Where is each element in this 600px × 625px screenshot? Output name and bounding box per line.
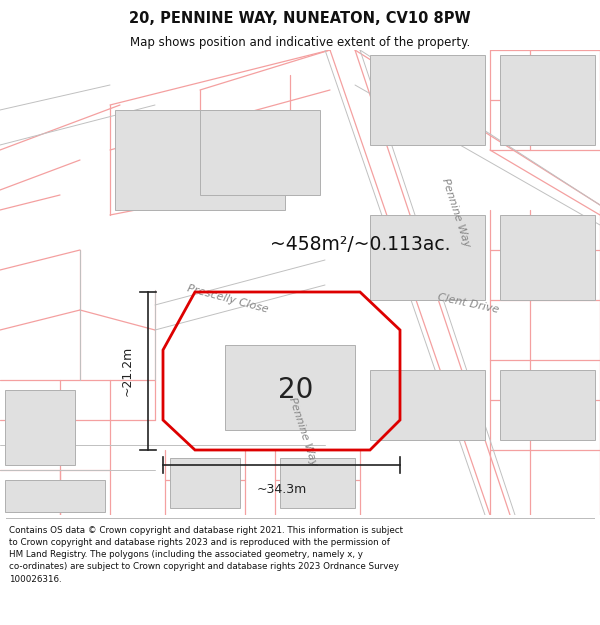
Text: Prescelly Close: Prescelly Close	[187, 283, 269, 314]
Bar	[370, 215, 485, 300]
Bar	[5, 390, 75, 465]
Text: 20: 20	[278, 376, 313, 404]
Text: Pennine Way: Pennine Way	[287, 396, 319, 467]
Bar	[115, 110, 285, 210]
Text: ~21.2m: ~21.2m	[121, 346, 134, 396]
Bar	[500, 215, 595, 300]
Text: Pennine Way: Pennine Way	[440, 177, 472, 249]
Bar	[370, 370, 485, 440]
Text: Map shows position and indicative extent of the property.: Map shows position and indicative extent…	[130, 36, 470, 49]
Bar	[5, 480, 105, 512]
Bar	[225, 345, 355, 430]
Text: Contains OS data © Crown copyright and database right 2021. This information is : Contains OS data © Crown copyright and d…	[9, 526, 403, 584]
Text: ~34.3m: ~34.3m	[256, 483, 307, 496]
Text: Clent Drive: Clent Drive	[436, 292, 500, 315]
Bar	[170, 458, 240, 508]
Text: ~458m²/~0.113ac.: ~458m²/~0.113ac.	[270, 236, 451, 254]
Bar	[280, 458, 355, 508]
Bar	[500, 370, 595, 440]
Text: 20, PENNINE WAY, NUNEATON, CV10 8PW: 20, PENNINE WAY, NUNEATON, CV10 8PW	[129, 11, 471, 26]
Bar	[500, 55, 595, 145]
Bar	[200, 110, 320, 195]
Bar	[370, 55, 485, 145]
